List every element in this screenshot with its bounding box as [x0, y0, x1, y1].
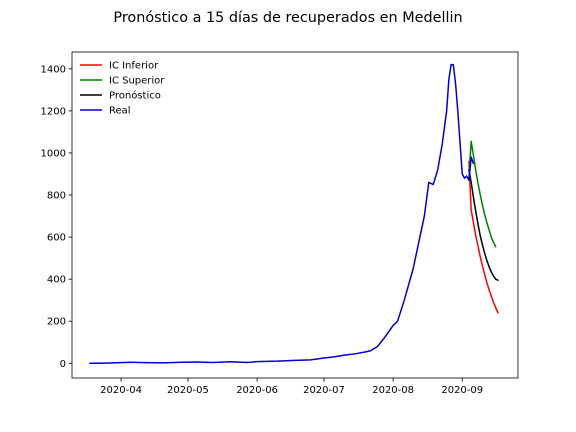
plot-area: [71, 51, 519, 379]
legend: IC Inferior IC Superior Pronóstico Real: [80, 61, 165, 117]
x-tick-label: 2020-06: [236, 385, 278, 396]
series-layer: [89, 63, 499, 365]
series-line-ic-superior: [468, 140, 497, 248]
y-axis: 0 200 400 600 800 1000 1200 1400: [41, 64, 72, 370]
legend-label: IC Inferior: [109, 61, 159, 72]
series-line-real: [89, 63, 475, 365]
series-line-pron-stico: [468, 169, 499, 281]
y-tick-label: 400: [47, 275, 66, 286]
y-tick-label: 600: [47, 233, 66, 244]
y-tick-label: 800: [47, 191, 66, 202]
legend-label: IC Superior: [109, 76, 165, 87]
series-line-ic-inferior: [468, 160, 499, 314]
y-tick-label: 200: [47, 317, 66, 328]
legend-label: Real: [109, 106, 131, 117]
x-tick-label: 2020-09: [441, 385, 483, 396]
axes-frame: [71, 51, 519, 379]
y-tick-label: 1000: [41, 148, 66, 159]
y-tick-label: 1200: [41, 106, 66, 117]
y-tick-label: 0: [60, 359, 66, 370]
y-tick-label: 1400: [41, 64, 66, 75]
chart-title: Pronóstico a 15 días de recuperados en M…: [113, 10, 462, 26]
x-axis: 2020-04 2020-05 2020-06 2020-07 2020-08 2020-…: [100, 378, 483, 396]
legend-label: Pronóstico: [109, 90, 161, 102]
x-tick-label: 2020-07: [303, 385, 345, 396]
x-tick-label: 2020-04: [100, 385, 142, 396]
x-tick-label: 2020-05: [167, 385, 209, 396]
x-tick-label: 2020-08: [372, 385, 414, 396]
